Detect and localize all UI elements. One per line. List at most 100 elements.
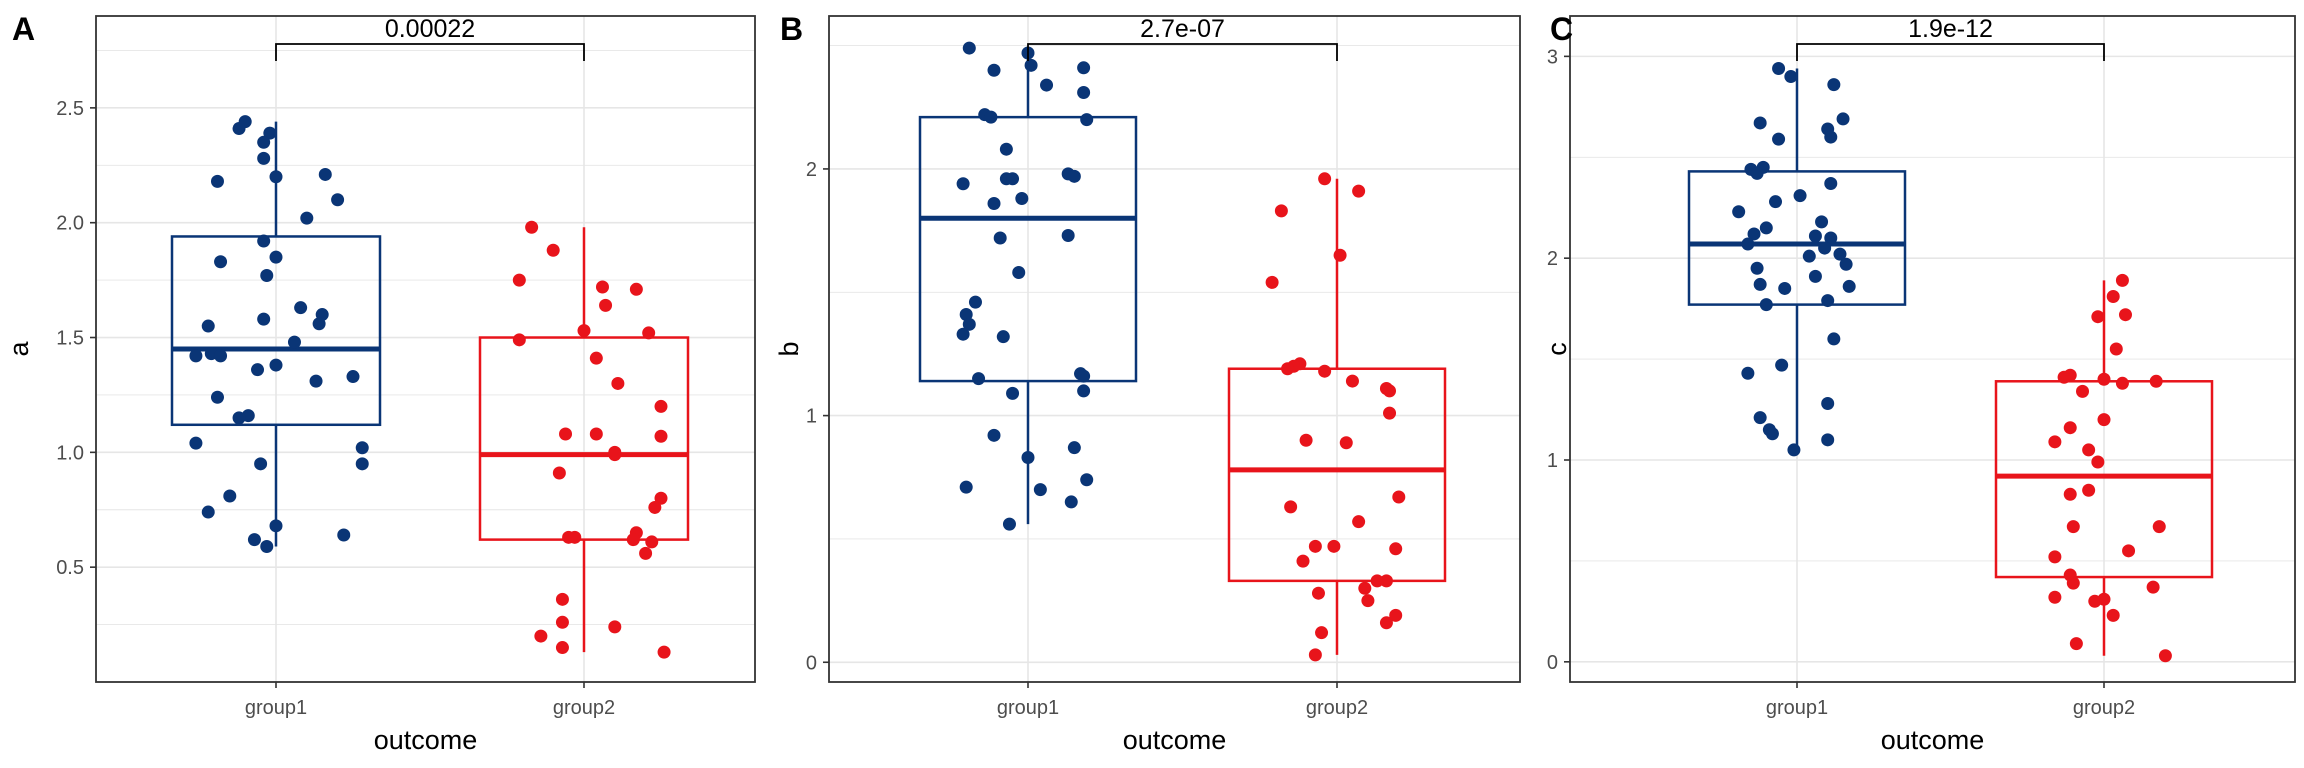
data-point (309, 374, 323, 388)
data-point (263, 126, 277, 140)
data-point (1821, 396, 1835, 410)
data-point (300, 211, 314, 225)
data-point (331, 193, 345, 207)
data-point (1793, 189, 1807, 203)
data-point (972, 372, 986, 386)
data-point (608, 620, 622, 634)
data-point (1759, 298, 1773, 312)
points-group2 (512, 220, 671, 659)
data-point (1759, 221, 1773, 235)
data-point (639, 546, 653, 560)
data-point (1370, 574, 1384, 588)
data-point (1389, 542, 1403, 556)
data-point (2122, 544, 2136, 558)
data-point (1296, 554, 1310, 568)
data-point (559, 427, 573, 441)
data-point (2097, 413, 2111, 427)
data-point (1002, 517, 1016, 531)
data-point (1361, 594, 1375, 608)
data-point (1077, 61, 1091, 75)
data-point (1389, 608, 1403, 622)
data-point (512, 333, 526, 347)
data-point (1753, 411, 1767, 425)
data-point (2149, 374, 2163, 388)
data-point (312, 317, 326, 331)
x-tick-label: group1 (997, 697, 1059, 719)
data-point (648, 500, 662, 514)
significance-bracket: 0.00022 (275, 15, 585, 61)
data-point (1006, 386, 1020, 400)
data-point (2158, 649, 2172, 663)
data-point (956, 327, 970, 341)
data-point (1274, 204, 1288, 218)
data-point (1839, 257, 1853, 271)
y-tick-label: 1.5 (56, 328, 84, 350)
data-point (1392, 490, 1406, 504)
data-point (962, 317, 976, 331)
data-point (629, 282, 643, 296)
bracket-line (1796, 43, 2105, 61)
data-point (1021, 451, 1035, 465)
data-point (1318, 172, 1332, 186)
x-tick-label: group1 (1766, 697, 1828, 719)
data-point (214, 349, 228, 363)
data-point (210, 390, 224, 404)
data-point (956, 177, 970, 191)
data-point (189, 436, 203, 450)
data-point (1318, 364, 1332, 378)
data-point (999, 142, 1013, 156)
data-point (996, 330, 1010, 344)
data-point (257, 135, 271, 149)
points-group2 (2048, 273, 2172, 663)
data-point (232, 411, 246, 425)
y-axis-title: b (774, 341, 804, 356)
data-point (2057, 370, 2071, 384)
iqr-box (478, 336, 690, 541)
data-point (1311, 586, 1325, 600)
data-point (337, 528, 351, 542)
data-point (355, 441, 369, 455)
data-point (1383, 384, 1397, 398)
panel-border (1569, 15, 2296, 683)
data-point (599, 298, 613, 312)
points-group1 (189, 115, 369, 554)
data-point (654, 491, 668, 505)
significance-bracket: 1.9e-12 (1796, 15, 2105, 61)
data-point (1064, 495, 1078, 509)
data-point (260, 540, 274, 554)
data-point (269, 170, 283, 184)
data-point (1821, 294, 1835, 308)
data-point (2069, 637, 2083, 651)
data-point (1821, 433, 1835, 447)
data-point (654, 399, 668, 413)
data-point (2152, 520, 2166, 534)
y-tick-label: 2 (806, 159, 817, 181)
data-point (1345, 374, 1359, 388)
data-point (1077, 85, 1091, 99)
data-point (2109, 342, 2123, 356)
data-point (355, 457, 369, 471)
data-point (589, 427, 603, 441)
data-point (2048, 550, 2062, 564)
data-point (1333, 248, 1347, 262)
data-point (269, 358, 283, 372)
x-tick-label: group2 (2073, 697, 2135, 719)
panel-A: 0.00022 0.5 1.0 1.5 2.0 2.5 group1 group2 outcom… (4, 11, 756, 755)
panel-letter: C (1550, 11, 1573, 47)
data-point (589, 351, 603, 365)
data-point (959, 307, 973, 321)
data-point (2063, 487, 2077, 501)
data-point (987, 428, 1001, 442)
data-point (210, 174, 224, 188)
data-point (1080, 113, 1094, 127)
data-point (1787, 443, 1801, 457)
data-point (1284, 500, 1298, 514)
data-point (2146, 580, 2160, 594)
data-point (1308, 539, 1322, 553)
data-point (232, 122, 246, 136)
data-point (512, 273, 526, 287)
data-point (987, 63, 1001, 77)
panel-letter: A (12, 11, 35, 47)
data-point (257, 234, 271, 248)
data-point (2115, 376, 2129, 390)
